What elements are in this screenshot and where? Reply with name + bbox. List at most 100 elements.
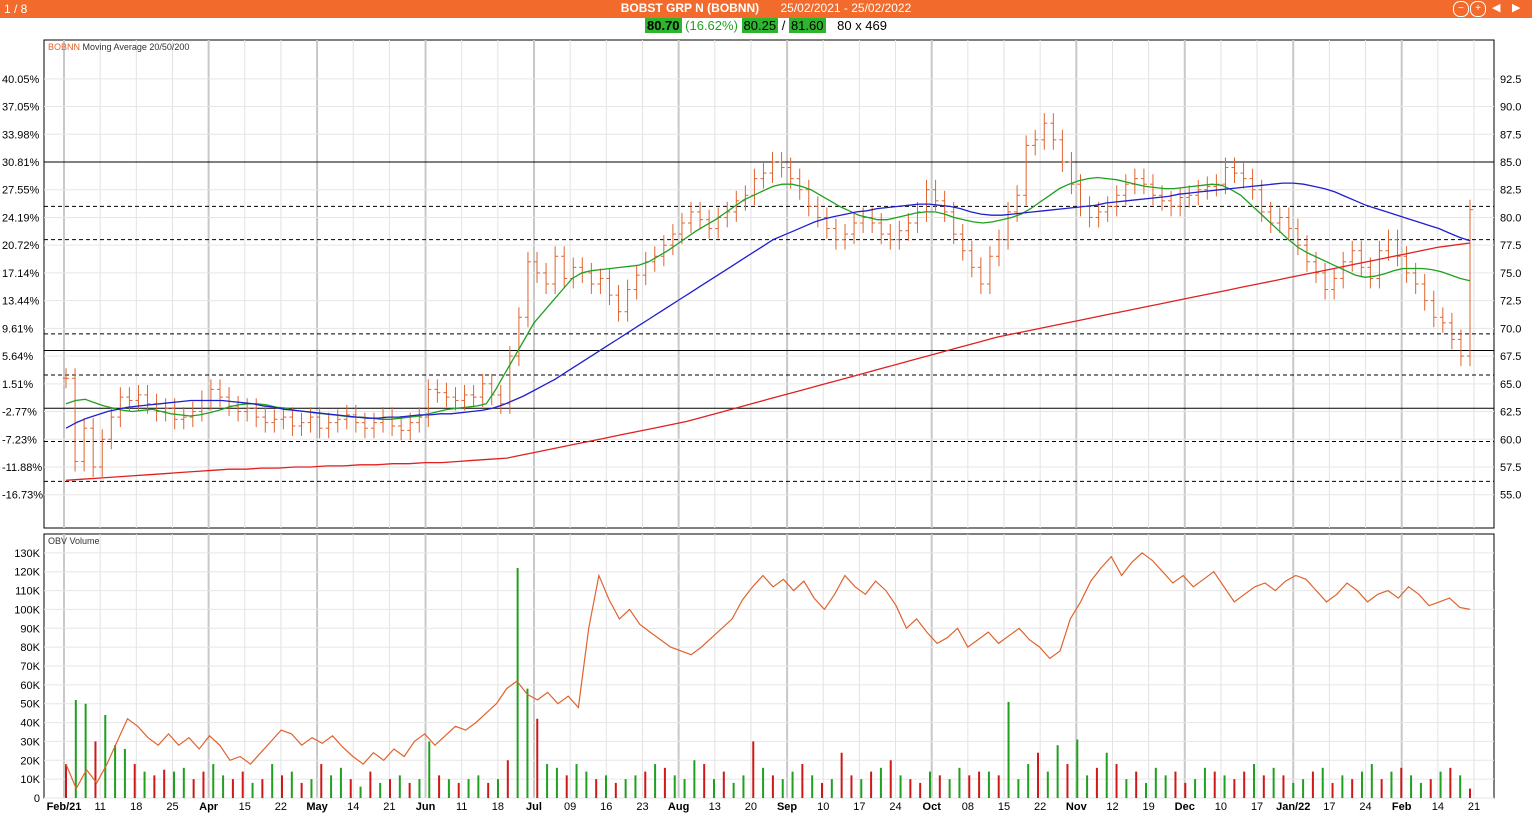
price-tick-left: 30.81% <box>2 157 40 169</box>
price-tick-left: -11.88% <box>2 462 42 474</box>
price-label-symbol: BOBNN <box>48 42 83 52</box>
price-tick-right: 80.0 <box>1500 212 1521 224</box>
obv-tick: 110K <box>15 586 41 598</box>
x-tick-label: 15 <box>998 801 1010 813</box>
x-tick-label: 12 <box>1106 801 1118 813</box>
price-label-ma: Moving Average 20/50/200 <box>83 42 190 52</box>
obv-tick: 130K <box>14 548 40 560</box>
price-tick-left: 33.98% <box>2 129 40 141</box>
x-tick-label: 11 <box>456 801 467 813</box>
price-tick-right: 67.5 <box>1500 351 1521 363</box>
price-tick-right: 65.0 <box>1500 379 1521 391</box>
price-tick-left: 13.44% <box>2 296 40 308</box>
x-axis: Feb/21 11 18 25 Apr 15 22 May 14 21 Jun 11 18 Jul 09 16… <box>47 801 1481 813</box>
obv-tick: 100K <box>14 604 40 616</box>
ma-200-line <box>65 242 1471 481</box>
title-bar: 1 / 8 BOBST GRP N (BOBNN) 25/02/2021 - 2… <box>0 0 1532 18</box>
x-tick-label: 16 <box>600 801 612 813</box>
zoom-in-button[interactable]: + <box>1470 1 1486 17</box>
price-tick-right: 85.0 <box>1500 157 1521 169</box>
x-tick-label: Jan/22 <box>1276 801 1310 813</box>
obv-tick: 70K <box>20 661 40 673</box>
date-range: 25/02/2021 - 25/02/2022 <box>780 1 912 15</box>
x-tick-label: 21 <box>383 801 395 813</box>
price-tick-right: 60.0 <box>1500 434 1521 446</box>
day-low: 80.25 <box>741 18 779 33</box>
price-tick-left: -16.73% <box>2 490 43 502</box>
quote-bar: 80.70 (16.62%) 80.25 / 81.60 80 x 469 <box>0 18 1532 36</box>
price-tick-right: 90.0 <box>1500 102 1521 114</box>
quote-separator: / <box>781 18 786 33</box>
obv-panel-label: OBV Volume <box>48 536 100 546</box>
x-tick-label: 24 <box>889 801 901 813</box>
x-tick-label: Jun <box>416 801 436 813</box>
x-tick-label: Aug <box>668 801 689 813</box>
zoom-out-button[interactable]: − <box>1453 1 1469 17</box>
price-panel-label: BOBNN Moving Average 20/50/200 <box>48 42 189 52</box>
obv-tick: 0 <box>34 793 40 805</box>
obv-tick: 80K <box>20 642 40 654</box>
x-tick-label: Dec <box>1175 801 1195 813</box>
price-tick-right: 57.5 <box>1500 462 1521 474</box>
x-tick-label: Sep <box>777 801 797 813</box>
last-price: 80.70 <box>644 18 682 33</box>
x-tick-label: 10 <box>817 801 829 813</box>
x-tick-label: Nov <box>1066 801 1088 813</box>
x-tick-label: 14 <box>347 801 359 813</box>
page-indicator: 1 / 8 <box>4 2 28 16</box>
prev-button[interactable]: ◀ <box>1492 2 1501 14</box>
x-tick-label: 21 <box>1468 801 1480 813</box>
x-tick-label: Oct <box>923 801 942 813</box>
price-tick-left: 20.72% <box>2 240 40 252</box>
x-tick-label: 23 <box>636 801 648 813</box>
price-tick-right: 92.5 <box>1500 74 1521 86</box>
x-tick-label: 17 <box>1251 801 1263 813</box>
next-button[interactable]: ▶ <box>1512 2 1521 14</box>
obv-tick: 120K <box>14 567 40 579</box>
x-tick-label: 14 <box>1432 801 1444 813</box>
x-tick-label: Jul <box>526 801 542 813</box>
x-tick-label: Apr <box>199 801 219 813</box>
price-panel: 55.0 -16.73% 57.5 -11.88% 60.0 -7.23% 62.5 -2.7… <box>2 39 1521 529</box>
price-tick-left: 5.64% <box>2 351 33 363</box>
chart-canvas[interactable]: 55.0 -16.73% 57.5 -11.88% 60.0 -7.23% 62.5 -2.7… <box>0 36 1532 816</box>
price-tick-left: 24.19% <box>2 212 40 224</box>
x-tick-label: 08 <box>962 801 974 813</box>
day-high: 81.60 <box>788 18 826 33</box>
x-tick-label: Feb/21 <box>47 801 82 813</box>
x-tick-label: 17 <box>853 801 865 813</box>
x-tick-label: 11 <box>94 801 105 813</box>
price-tick-right: 62.5 <box>1500 407 1521 419</box>
obv-tick: 30K <box>20 736 40 748</box>
x-tick-label: 17 <box>1323 801 1335 813</box>
price-tick-left: 27.55% <box>2 185 40 197</box>
price-tick-left: 17.14% <box>2 268 40 280</box>
change-percent: (16.62%) <box>685 18 738 33</box>
ma-50-line <box>65 182 1471 429</box>
price-tick-left: -2.77% <box>2 407 37 419</box>
x-tick-label: 20 <box>745 801 757 813</box>
x-tick-label: 25 <box>166 801 178 813</box>
x-tick-label: 24 <box>1359 801 1371 813</box>
price-tick-left: 37.05% <box>2 102 40 114</box>
x-tick-label: 13 <box>709 801 721 813</box>
x-tick-label: 10 <box>1215 801 1227 813</box>
price-tick-right: 87.5 <box>1500 129 1521 141</box>
price-panel-frame <box>43 39 1495 529</box>
chart-dimensions: 80 x 469 <box>837 18 887 33</box>
obv-panel: 0 10K 20K 30K 40K 50K 60K 70K 80K 90K 100K 110K 120K… <box>14 533 1495 805</box>
x-tick-label: 19 <box>1142 801 1154 813</box>
obv-line <box>65 552 1471 790</box>
price-tick-left: 9.61% <box>2 323 33 335</box>
price-tick-right: 75.0 <box>1500 268 1521 280</box>
obv-tick: 20K <box>20 755 40 767</box>
x-tick-label: 15 <box>239 801 251 813</box>
price-tick-right: 77.5 <box>1500 240 1521 252</box>
x-tick-label: 09 <box>564 801 576 813</box>
x-tick-label: 22 <box>1034 801 1046 813</box>
price-tick-left: 1.51% <box>2 379 33 391</box>
obv-tick: 60K <box>20 680 40 692</box>
price-tick-left: 40.05% <box>2 74 40 86</box>
obv-tick: 90K <box>20 623 40 635</box>
obv-tick: 10K <box>20 774 40 786</box>
